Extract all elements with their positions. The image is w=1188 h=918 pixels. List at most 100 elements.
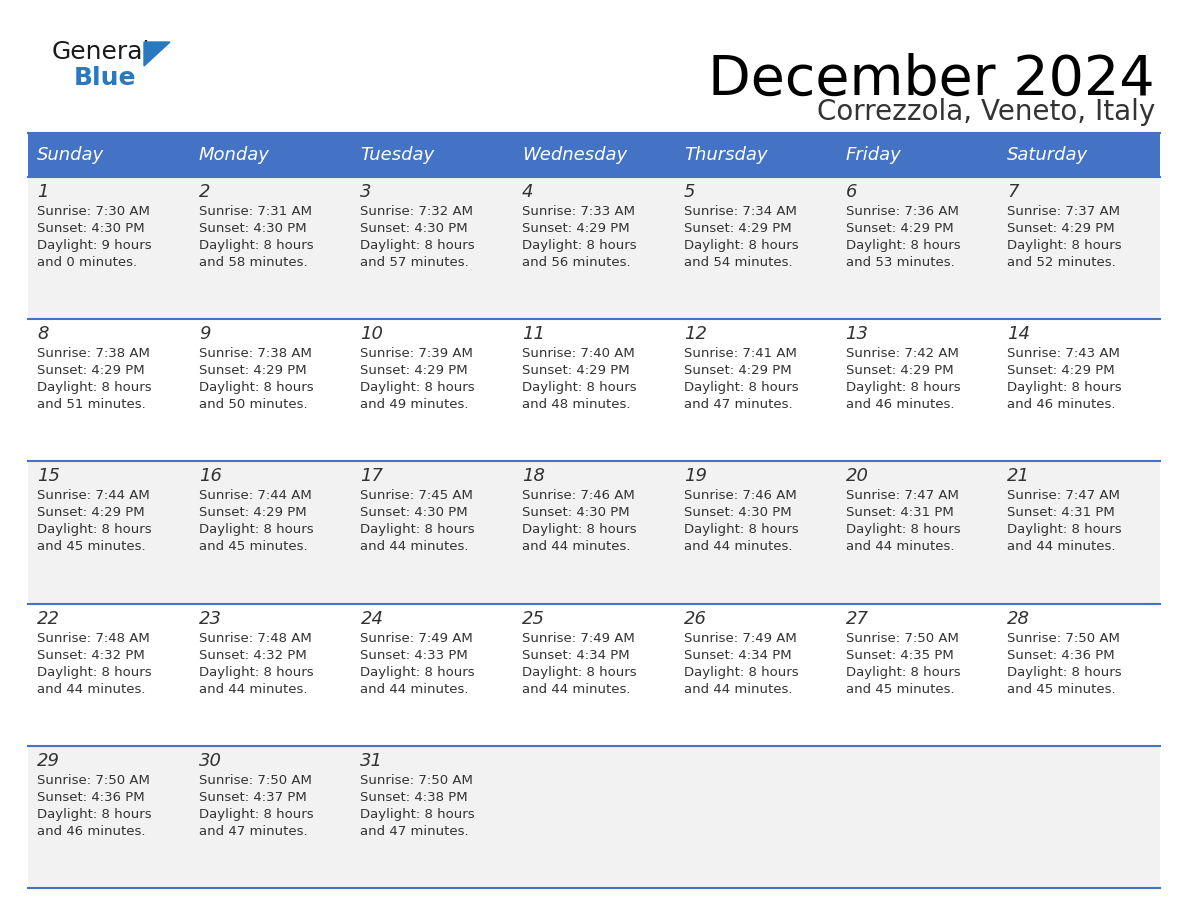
- Text: Sunset: 4:30 PM: Sunset: 4:30 PM: [198, 222, 307, 235]
- Text: Sunrise: 7:47 AM: Sunrise: 7:47 AM: [846, 489, 959, 502]
- Bar: [675, 133, 836, 177]
- Text: Sunset: 4:30 PM: Sunset: 4:30 PM: [684, 507, 791, 520]
- Bar: [998, 177, 1159, 319]
- Text: General: General: [52, 40, 151, 64]
- Text: and 53 minutes.: and 53 minutes.: [846, 256, 954, 269]
- Text: Sunrise: 7:39 AM: Sunrise: 7:39 AM: [360, 347, 473, 360]
- Bar: [29, 177, 190, 319]
- Text: Daylight: 8 hours: Daylight: 8 hours: [684, 381, 798, 394]
- Text: 31: 31: [360, 752, 384, 770]
- Bar: [29, 745, 190, 888]
- Text: Daylight: 8 hours: Daylight: 8 hours: [37, 666, 152, 678]
- Text: 10: 10: [360, 325, 384, 343]
- Text: Correzzola, Veneto, Italy: Correzzola, Veneto, Italy: [817, 98, 1155, 126]
- Text: and 45 minutes.: and 45 minutes.: [37, 541, 146, 554]
- Text: 29: 29: [37, 752, 61, 770]
- Text: 11: 11: [523, 325, 545, 343]
- Text: Sunrise: 7:31 AM: Sunrise: 7:31 AM: [198, 205, 311, 218]
- Text: 28: 28: [1007, 610, 1030, 628]
- Text: and 44 minutes.: and 44 minutes.: [684, 541, 792, 554]
- Text: and 50 minutes.: and 50 minutes.: [198, 398, 308, 411]
- Text: Sunrise: 7:45 AM: Sunrise: 7:45 AM: [360, 489, 473, 502]
- Bar: [836, 133, 998, 177]
- Text: Sunrise: 7:38 AM: Sunrise: 7:38 AM: [198, 347, 311, 360]
- Text: Sunset: 4:29 PM: Sunset: 4:29 PM: [198, 364, 307, 377]
- Text: Sunset: 4:29 PM: Sunset: 4:29 PM: [846, 364, 953, 377]
- Text: Sunset: 4:35 PM: Sunset: 4:35 PM: [846, 649, 953, 662]
- Text: Sunrise: 7:50 AM: Sunrise: 7:50 AM: [360, 774, 473, 787]
- Text: and 57 minutes.: and 57 minutes.: [360, 256, 469, 269]
- Text: Sunrise: 7:49 AM: Sunrise: 7:49 AM: [684, 632, 797, 644]
- Bar: [190, 745, 352, 888]
- Text: Blue: Blue: [74, 66, 137, 90]
- Text: Tuesday: Tuesday: [360, 146, 435, 164]
- Text: Thursday: Thursday: [684, 146, 767, 164]
- Text: 2: 2: [198, 183, 210, 201]
- Bar: [190, 319, 352, 462]
- Text: Daylight: 8 hours: Daylight: 8 hours: [523, 666, 637, 678]
- Bar: [352, 319, 513, 462]
- Bar: [29, 133, 190, 177]
- Text: Sunset: 4:29 PM: Sunset: 4:29 PM: [1007, 222, 1114, 235]
- Text: Sunset: 4:30 PM: Sunset: 4:30 PM: [37, 222, 145, 235]
- Text: Daylight: 8 hours: Daylight: 8 hours: [37, 381, 152, 394]
- Text: Daylight: 8 hours: Daylight: 8 hours: [360, 808, 475, 821]
- Text: and 44 minutes.: and 44 minutes.: [360, 541, 469, 554]
- Text: and 54 minutes.: and 54 minutes.: [684, 256, 792, 269]
- Text: Sunrise: 7:46 AM: Sunrise: 7:46 AM: [523, 489, 634, 502]
- Text: Sunset: 4:29 PM: Sunset: 4:29 PM: [523, 222, 630, 235]
- Text: 23: 23: [198, 610, 222, 628]
- Text: Monday: Monday: [198, 146, 270, 164]
- Text: and 44 minutes.: and 44 minutes.: [198, 683, 308, 696]
- Text: and 46 minutes.: and 46 minutes.: [846, 398, 954, 411]
- Text: and 44 minutes.: and 44 minutes.: [846, 541, 954, 554]
- Text: Sunset: 4:37 PM: Sunset: 4:37 PM: [198, 790, 307, 804]
- Bar: [513, 177, 675, 319]
- Text: 18: 18: [523, 467, 545, 486]
- Text: and 45 minutes.: and 45 minutes.: [198, 541, 308, 554]
- Text: Sunset: 4:33 PM: Sunset: 4:33 PM: [360, 649, 468, 662]
- Text: Daylight: 8 hours: Daylight: 8 hours: [360, 666, 475, 678]
- Text: Daylight: 8 hours: Daylight: 8 hours: [37, 808, 152, 821]
- Text: Sunrise: 7:38 AM: Sunrise: 7:38 AM: [37, 347, 150, 360]
- Bar: [352, 133, 513, 177]
- Text: Sunset: 4:36 PM: Sunset: 4:36 PM: [1007, 649, 1114, 662]
- Bar: [998, 319, 1159, 462]
- Bar: [513, 604, 675, 745]
- Bar: [836, 462, 998, 604]
- Text: Sunrise: 7:30 AM: Sunrise: 7:30 AM: [37, 205, 150, 218]
- Text: Sunset: 4:29 PM: Sunset: 4:29 PM: [846, 222, 953, 235]
- Text: 22: 22: [37, 610, 61, 628]
- Text: and 51 minutes.: and 51 minutes.: [37, 398, 146, 411]
- Bar: [998, 604, 1159, 745]
- Text: Sunrise: 7:32 AM: Sunrise: 7:32 AM: [360, 205, 474, 218]
- Bar: [836, 177, 998, 319]
- Text: Daylight: 8 hours: Daylight: 8 hours: [1007, 523, 1121, 536]
- Text: Sunset: 4:29 PM: Sunset: 4:29 PM: [37, 364, 145, 377]
- Text: Daylight: 8 hours: Daylight: 8 hours: [846, 666, 960, 678]
- Text: and 56 minutes.: and 56 minutes.: [523, 256, 631, 269]
- Text: Daylight: 8 hours: Daylight: 8 hours: [523, 381, 637, 394]
- Text: Sunset: 4:34 PM: Sunset: 4:34 PM: [523, 649, 630, 662]
- Text: 19: 19: [684, 467, 707, 486]
- Bar: [352, 177, 513, 319]
- Text: 30: 30: [198, 752, 222, 770]
- Text: Sunset: 4:29 PM: Sunset: 4:29 PM: [198, 507, 307, 520]
- Text: Sunrise: 7:43 AM: Sunrise: 7:43 AM: [1007, 347, 1120, 360]
- Text: Sunset: 4:29 PM: Sunset: 4:29 PM: [684, 364, 791, 377]
- Text: Sunset: 4:30 PM: Sunset: 4:30 PM: [360, 507, 468, 520]
- Text: Daylight: 8 hours: Daylight: 8 hours: [523, 239, 637, 252]
- Text: Sunset: 4:29 PM: Sunset: 4:29 PM: [37, 507, 145, 520]
- Text: Daylight: 8 hours: Daylight: 8 hours: [198, 808, 314, 821]
- Text: Daylight: 8 hours: Daylight: 8 hours: [360, 381, 475, 394]
- Text: Sunset: 4:29 PM: Sunset: 4:29 PM: [1007, 364, 1114, 377]
- Text: Sunrise: 7:49 AM: Sunrise: 7:49 AM: [360, 632, 473, 644]
- Text: Sunrise: 7:49 AM: Sunrise: 7:49 AM: [523, 632, 634, 644]
- Text: Daylight: 8 hours: Daylight: 8 hours: [684, 666, 798, 678]
- Text: and 44 minutes.: and 44 minutes.: [684, 683, 792, 696]
- Text: Sunset: 4:31 PM: Sunset: 4:31 PM: [1007, 507, 1116, 520]
- Text: Sunrise: 7:36 AM: Sunrise: 7:36 AM: [846, 205, 959, 218]
- Text: 6: 6: [846, 183, 857, 201]
- Text: Daylight: 8 hours: Daylight: 8 hours: [1007, 666, 1121, 678]
- Text: Daylight: 8 hours: Daylight: 8 hours: [198, 239, 314, 252]
